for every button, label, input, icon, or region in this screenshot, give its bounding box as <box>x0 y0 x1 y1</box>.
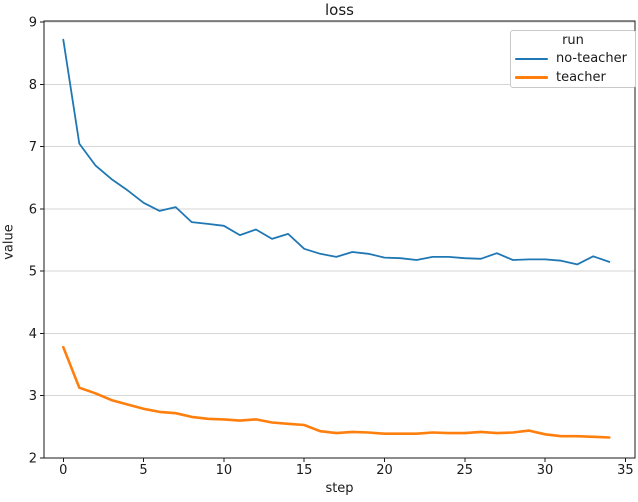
y-tick-label-9: 9 <box>29 16 37 31</box>
chart-title: loss <box>325 1 354 19</box>
x-tick-label-20: 20 <box>376 463 393 478</box>
y-tick-label-4: 4 <box>29 327 37 342</box>
legend-line-sample-no-teacher <box>515 57 548 60</box>
legend-entry: teacher <box>511 68 635 87</box>
y-tick-label-2: 2 <box>29 452 37 467</box>
legend: run no-teacher teacher <box>510 30 636 88</box>
x-axis-label: step <box>325 481 354 496</box>
y-tick-label-3: 3 <box>29 389 37 404</box>
legend-entry: no-teacher <box>511 49 635 68</box>
legend-title: run <box>562 33 584 48</box>
y-tick-label-5: 5 <box>29 265 37 280</box>
y-tick-label-7: 7 <box>29 140 37 155</box>
x-tick-label-0: 0 <box>59 463 67 478</box>
x-tick-label-25: 25 <box>456 463 473 478</box>
series-line-no-teacher <box>62 38 611 266</box>
y-tick-label-8: 8 <box>29 78 37 93</box>
y-axis-label: value <box>1 224 17 260</box>
x-tick-label-35: 35 <box>617 463 634 478</box>
legend-line-sample-teacher <box>515 76 548 79</box>
legend-label: teacher <box>556 70 606 85</box>
x-tick-label-10: 10 <box>216 463 233 478</box>
x-tick-label-5: 5 <box>139 463 147 478</box>
axes-spines <box>43 20 636 459</box>
legend-label: no-teacher <box>556 51 627 66</box>
y-tick-label-6: 6 <box>29 202 37 217</box>
x-tick-label-30: 30 <box>537 463 554 478</box>
x-tick-label-15: 15 <box>296 463 313 478</box>
series-line-teacher <box>61 345 611 439</box>
